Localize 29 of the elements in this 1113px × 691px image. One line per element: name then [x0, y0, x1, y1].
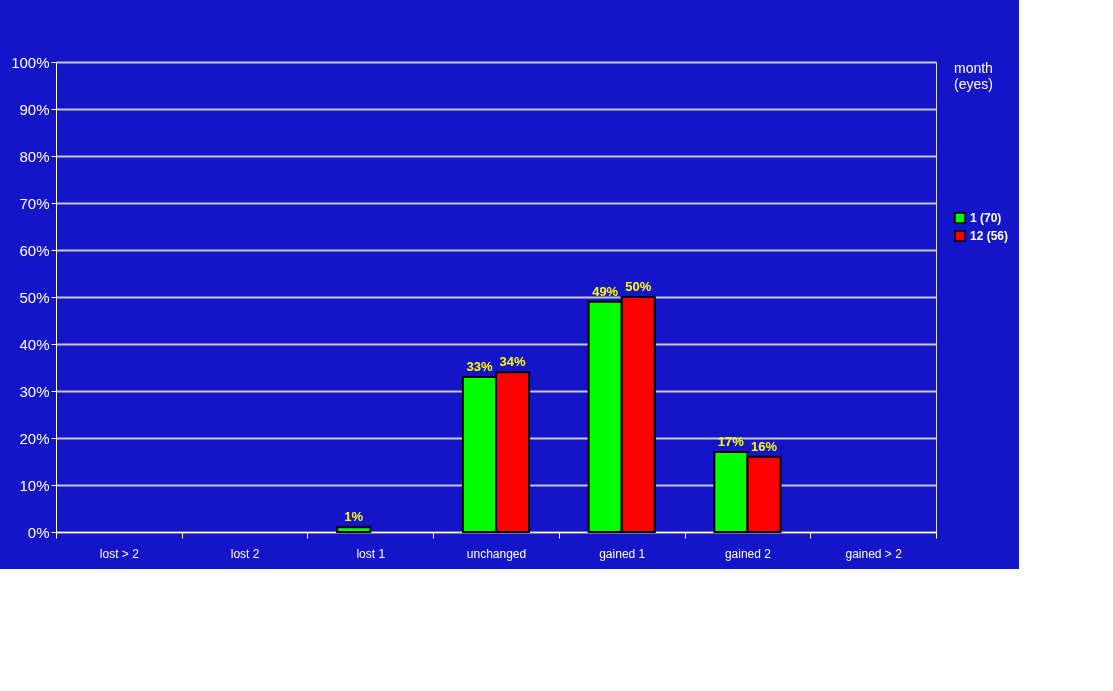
y-tick-label: 70%: [19, 194, 50, 212]
y-tick-label: 20%: [19, 429, 50, 447]
x-tick-label: lost > 2: [99, 546, 140, 561]
x-tick-label: unchanged: [466, 546, 527, 561]
data-label: 50%: [625, 279, 652, 294]
data-label: 16%: [750, 438, 778, 454]
x-tick-label: gained 1: [599, 546, 646, 561]
data-label: 1%: [344, 509, 364, 525]
data-label: 49%: [592, 283, 619, 299]
y-tick-label: 10%: [19, 476, 50, 494]
y-tick-label: 100%: [11, 53, 50, 71]
y-tick-label: 0%: [27, 523, 50, 541]
data-label: 17%: [717, 434, 745, 450]
x-tick-label: gained 2: [724, 546, 772, 561]
x-tick-label: gained > 2: [845, 546, 903, 561]
y-tick-label: 50%: [19, 288, 50, 306]
bar: [336, 526, 372, 533]
y-tick-label: 60%: [19, 241, 50, 259]
x-tick-label: lost 2: [230, 546, 260, 561]
legend-title: month (eyes): [954, 60, 993, 92]
y-tick-label: 80%: [19, 147, 50, 165]
y-tick-label: 40%: [19, 335, 50, 353]
y-tick-label: 90%: [19, 100, 50, 118]
data-label: 33%: [466, 358, 493, 374]
y-tick-label: 30%: [19, 382, 50, 400]
legend-label: 12 (56): [970, 229, 1009, 243]
data-label: 34%: [499, 354, 526, 370]
x-tick-label: lost 1: [356, 546, 386, 561]
legend-label: 1 (70): [970, 211, 1002, 225]
